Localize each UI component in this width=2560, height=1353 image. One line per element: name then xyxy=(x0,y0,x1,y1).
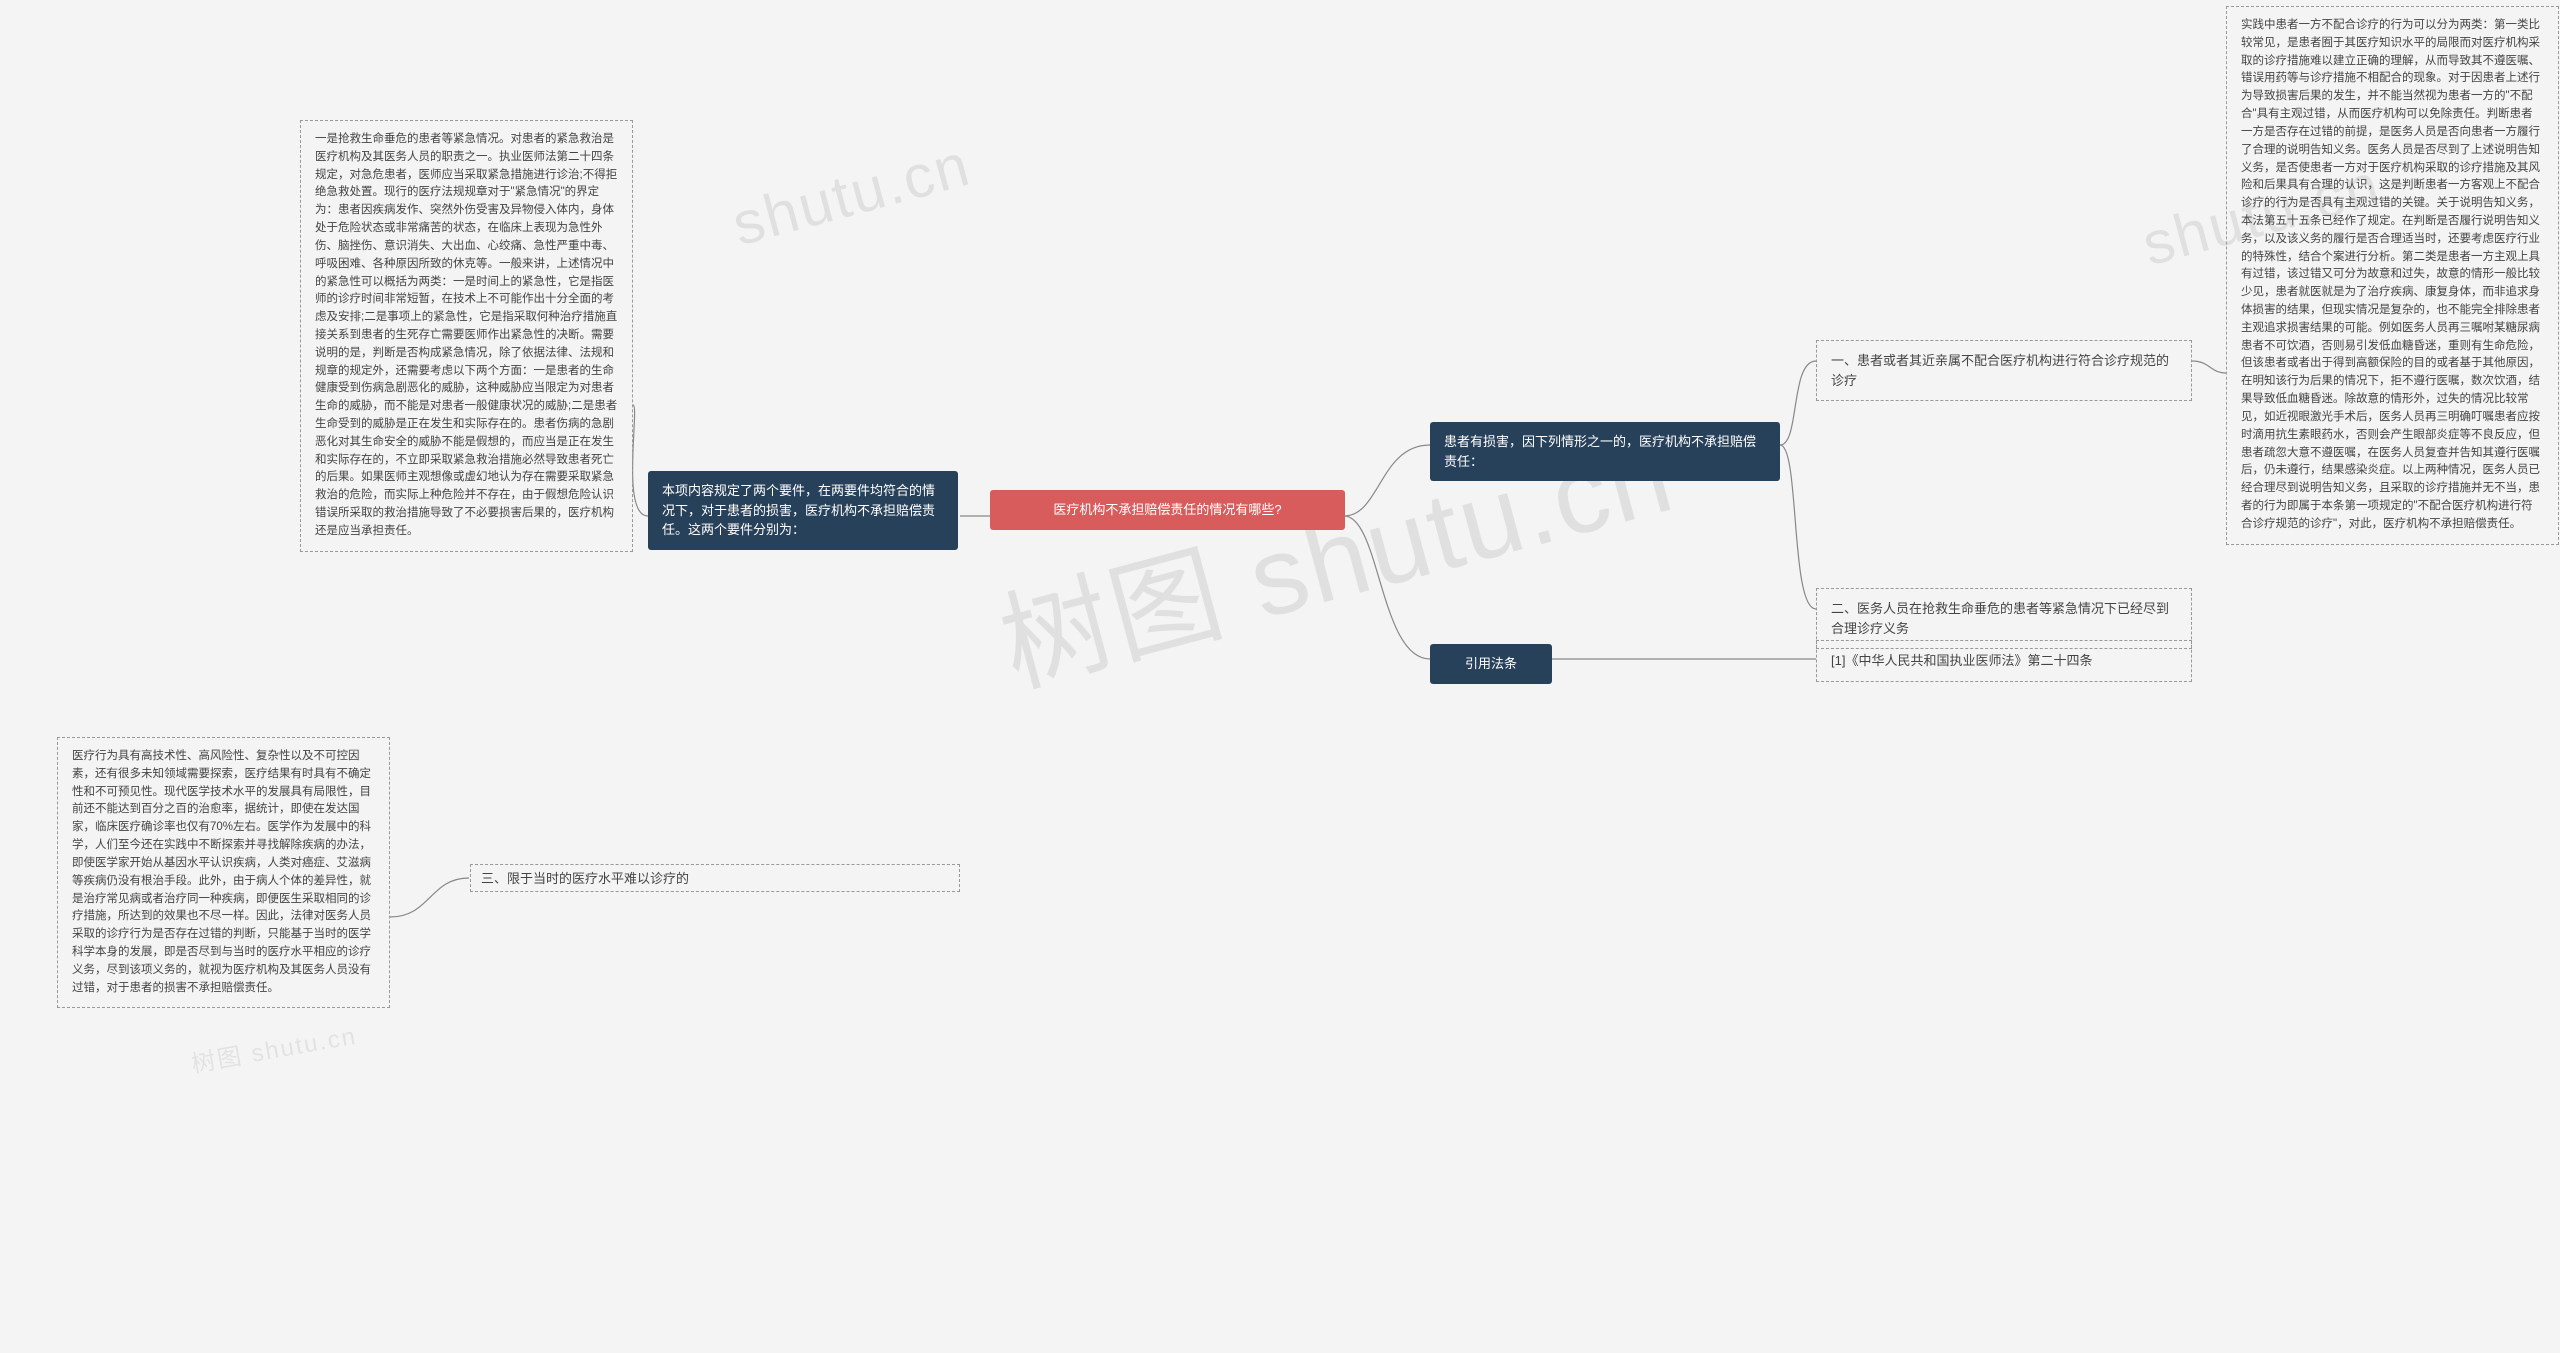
mindmap-canvas: shutu.cn 树图 shutu.cn shutu.cn 树图 shutu.c… xyxy=(0,0,2560,1353)
root-node[interactable]: 医疗机构不承担赔偿责任的情况有哪些? xyxy=(990,490,1345,530)
left-item-medical-level[interactable]: 三、限于当时的医疗水平难以诊疗的 xyxy=(470,864,960,892)
left-detail-medical-level: 医疗行为具有高技术性、高风险性、复杂性以及不可控因素，还有很多未知领域需要探索，… xyxy=(57,737,390,1008)
right-condition-node[interactable]: 患者有损害，因下列情形之一的，医疗机构不承担赔偿责任： xyxy=(1430,422,1780,481)
watermark-1: shutu.cn xyxy=(725,130,977,259)
right-item-patient-noncoop[interactable]: 一、患者或者其近亲属不配合医疗机构进行符合诊疗规范的诊疗 xyxy=(1816,340,2192,401)
watermark-4: 树图 shutu.cn xyxy=(188,1016,359,1080)
right-detail-noncoop: 实践中患者一方不配合诊疗的行为可以分为两类：第一类比较常见，是患者囿于其医疗知识… xyxy=(2226,6,2559,545)
right-law-citation: [1]《中华人民共和国执业医师法》第二十四条 xyxy=(1816,640,2192,682)
left-detail-emergency: 一是抢救生命垂危的患者等紧急情况。对患者的紧急救治是医疗机构及其医务人员的职责之… xyxy=(300,120,633,552)
right-law-node[interactable]: 引用法条 xyxy=(1430,644,1552,684)
left-requirements-node[interactable]: 本项内容规定了两个要件，在两要件均符合的情况下，对于患者的损害，医疗机构不承担赔… xyxy=(648,471,958,550)
